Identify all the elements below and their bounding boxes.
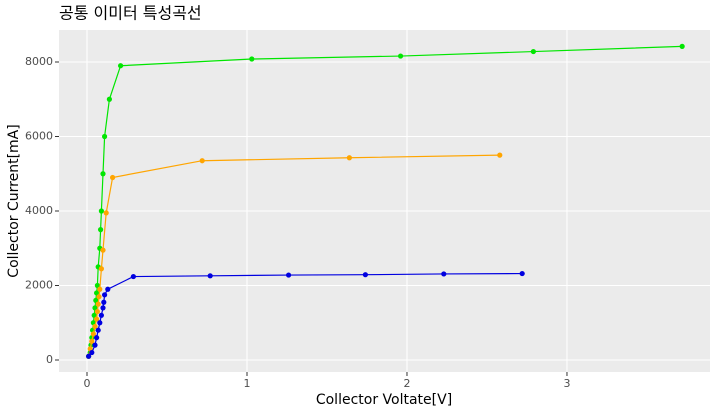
chart-title: 공통 이미터 특성곡선	[59, 4, 202, 23]
point	[130, 273, 136, 280]
point	[117, 63, 124, 69]
point	[91, 312, 97, 318]
point	[101, 299, 107, 305]
point	[207, 273, 213, 279]
point	[97, 227, 104, 233]
point	[93, 316, 100, 322]
x-tick-label: 2	[403, 377, 410, 390]
point	[249, 56, 255, 62]
point	[497, 152, 503, 158]
point	[519, 270, 525, 277]
point	[89, 338, 95, 344]
point	[95, 327, 101, 333]
point	[101, 292, 108, 298]
point	[96, 294, 102, 300]
point	[100, 247, 106, 253]
point	[85, 353, 92, 359]
point	[679, 43, 685, 49]
point	[94, 282, 100, 289]
x-axis-title: Collector Voltate[V]	[316, 392, 452, 408]
point	[98, 208, 104, 214]
x-tick-label: 3	[563, 377, 570, 390]
point	[94, 308, 100, 315]
point	[92, 323, 98, 330]
y-tick-label: 8000	[25, 55, 53, 68]
point	[346, 155, 352, 161]
point	[97, 320, 103, 326]
point	[285, 272, 292, 278]
point	[106, 96, 112, 102]
point	[441, 271, 447, 277]
point	[93, 290, 100, 296]
plot-panel	[59, 30, 710, 372]
point	[109, 174, 116, 181]
point	[100, 171, 106, 177]
y-tick-label: 6000	[25, 130, 53, 143]
point	[98, 312, 104, 318]
point	[362, 272, 368, 278]
point	[101, 133, 108, 140]
point	[93, 297, 99, 304]
point	[90, 331, 96, 337]
point	[89, 349, 95, 356]
y-tick-label: 0	[46, 353, 53, 366]
point	[199, 158, 205, 164]
x-tick-label: 0	[83, 377, 90, 390]
point	[93, 335, 100, 341]
point	[92, 342, 98, 348]
point	[92, 305, 98, 311]
x-tick-label: 1	[243, 377, 250, 390]
y-tick-label: 2000	[25, 279, 53, 292]
point	[97, 286, 103, 292]
point	[397, 53, 404, 59]
point	[98, 266, 104, 272]
point	[103, 210, 109, 216]
y-tick-label: 4000	[25, 204, 53, 217]
point	[100, 305, 106, 311]
point	[530, 48, 536, 55]
point	[105, 286, 111, 292]
point	[95, 301, 101, 307]
y-axis-title: Collector Current[mA]	[6, 124, 22, 277]
